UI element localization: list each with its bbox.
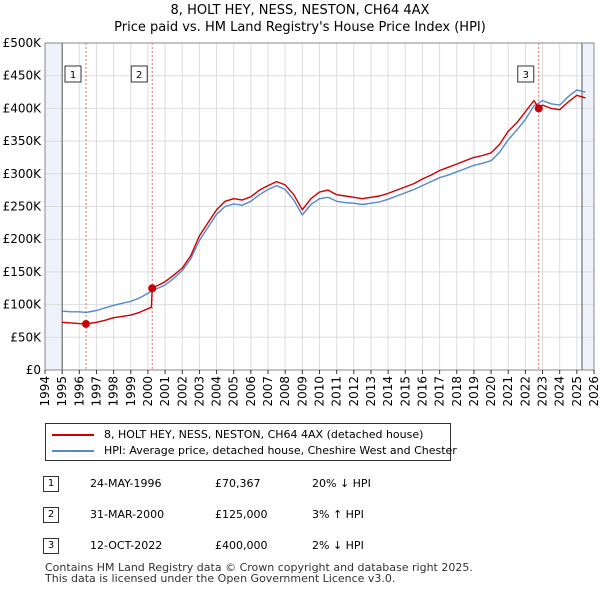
legend-swatch-hpi [52, 450, 94, 452]
sale-price: £125,000 [215, 508, 268, 521]
sale-row: 3 12-OCT-2022 £400,000 2% ↓ HPI [0, 538, 600, 558]
sale-hpi-comparison: 20% ↓ HPI [312, 477, 371, 490]
x-tick-label: 2017 [433, 376, 447, 407]
x-tick-label: 2013 [364, 376, 378, 407]
sale-row: 2 31-MAR-2000 £125,000 3% ↑ HPI [0, 507, 600, 527]
x-tick-label: 1999 [124, 376, 138, 407]
sale-point [148, 284, 157, 293]
sale-price: £400,000 [215, 539, 268, 552]
sale-point [82, 319, 91, 328]
y-tick-label: £150K [3, 265, 43, 279]
footer-copyright: Contains HM Land Registry data © Crown c… [45, 561, 473, 574]
price-chart: 1 2 3 £0 £50K £100K £150K £200K £250K £300K £350K £… [3, 36, 600, 407]
x-tick-label: 2021 [501, 376, 515, 407]
sale-label-number: 1 [70, 70, 76, 81]
x-tick-label: 2018 [450, 376, 464, 407]
footer-licence: This data is licensed under the Open Gov… [45, 572, 396, 585]
sale-date: 31-MAR-2000 [90, 508, 165, 521]
sale-number-badge: 2 [43, 507, 59, 523]
sale-row: 1 24-MAY-1996 £70,367 20% ↓ HPI [0, 476, 600, 496]
x-tick-label: 2024 [553, 376, 567, 407]
chart-title: 8, HOLT HEY, NESS, NESTON, CH64 4AX [170, 3, 430, 18]
y-tick-label: £250K [3, 200, 43, 214]
x-tick-label: 2002 [175, 376, 189, 407]
x-tick-label: 2014 [381, 376, 395, 407]
x-tick-label: 1998 [107, 376, 121, 407]
sale-date: 24-MAY-1996 [90, 477, 162, 490]
y-tick-label: £0 [26, 363, 41, 377]
x-tick-label: 2022 [518, 376, 532, 407]
x-tick-label: 2019 [467, 376, 481, 407]
x-tick-label: 2003 [192, 376, 206, 407]
x-tick-label: 2008 [278, 376, 292, 407]
sale-number-badge: 3 [43, 538, 59, 554]
y-tick-label: £200K [3, 232, 43, 246]
legend-label-property: 8, HOLT HEY, NESS, NESTON, CH64 4AX (det… [104, 428, 424, 441]
sale-label-number: 2 [136, 70, 142, 81]
y-tick-label: £500K [3, 36, 43, 50]
x-tick-label: 2012 [347, 376, 361, 407]
x-tick-label: 2009 [295, 376, 309, 407]
sale-number-badge: 1 [43, 476, 59, 492]
x-tick-label: 2025 [570, 376, 584, 407]
y-tick-label: £400K [3, 101, 43, 115]
legend-label-hpi: HPI: Average price, detached house, Ches… [104, 444, 457, 457]
x-tick-label: 1994 [38, 376, 52, 407]
x-tick-label: 2010 [313, 376, 327, 407]
series-line-property [62, 94, 586, 325]
x-tick-label: 2016 [415, 376, 429, 407]
sale-hpi-comparison: 3% ↑ HPI [312, 508, 364, 521]
sale-label-box [517, 65, 535, 83]
x-tick-label: 2020 [484, 376, 498, 407]
x-tick-label: 2006 [244, 376, 258, 407]
x-tick-label: 2004 [210, 376, 224, 407]
y-tick-label: £300K [3, 167, 43, 181]
x-tick-label: 2005 [227, 376, 241, 407]
chart-subtitle: Price paid vs. HM Land Registry's House … [114, 20, 486, 35]
x-tick-label: 1995 [55, 376, 69, 407]
sale-label-box [64, 65, 82, 83]
x-tick-label: 2026 [587, 376, 600, 407]
x-tick-label: 2001 [158, 376, 172, 407]
x-tick-label: 2007 [261, 376, 275, 407]
sale-hpi-comparison: 2% ↓ HPI [312, 539, 364, 552]
y-tick-label: £450K [3, 69, 43, 83]
sale-point [534, 104, 543, 113]
x-tick-label: 2015 [398, 376, 412, 407]
legend-swatch-property [52, 434, 94, 436]
x-tick-label: 1996 [72, 376, 86, 407]
sale-date: 12-OCT-2022 [90, 539, 163, 552]
sale-label-number: 3 [523, 70, 529, 81]
y-tick-label: £100K [3, 298, 43, 312]
sale-price: £70,367 [215, 477, 261, 490]
x-tick-label: 1997 [89, 376, 103, 407]
x-tick-label: 2023 [536, 376, 550, 407]
y-tick-label: £350K [3, 134, 43, 148]
x-tick-label: 2000 [141, 376, 155, 407]
x-tick-label: 2011 [330, 376, 344, 407]
y-tick-label: £50K [10, 330, 42, 344]
sale-label-box [130, 65, 148, 83]
chart-legend: 8, HOLT HEY, NESS, NESTON, CH64 4AX (det… [45, 423, 457, 461]
